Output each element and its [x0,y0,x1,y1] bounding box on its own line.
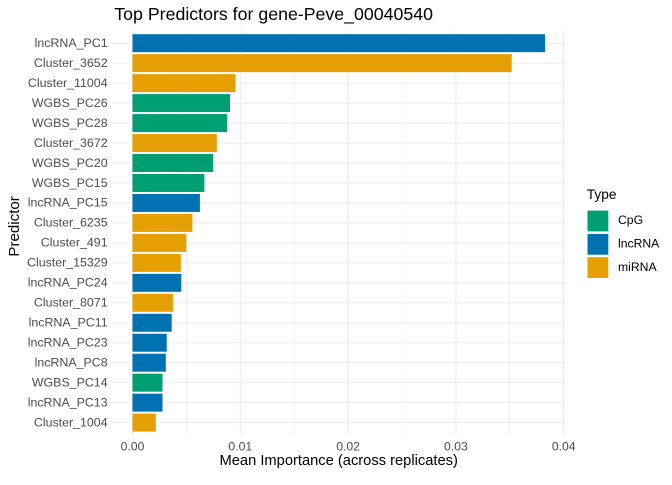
svg-text:Cluster_6235: Cluster_6235 [34,216,108,230]
svg-text:0.03: 0.03 [444,440,468,454]
svg-text:Cluster_15329: Cluster_15329 [27,256,108,270]
svg-text:0.00: 0.00 [121,440,145,454]
svg-text:Cluster_1004: Cluster_1004 [34,415,108,429]
svg-text:lncRNA_PC13: lncRNA_PC13 [28,395,108,409]
svg-text:Cluster_3652: Cluster_3652 [34,56,108,70]
svg-text:CpG: CpG [618,213,643,227]
svg-text:lncRNA_PC24: lncRNA_PC24 [28,276,108,290]
svg-text:WGBS_PC15: WGBS_PC15 [32,176,108,190]
svg-text:lncRNA_PC15: lncRNA_PC15 [28,196,108,210]
svg-text:Type: Type [587,187,617,202]
svg-text:0.02: 0.02 [336,440,360,454]
svg-text:WGBS_PC14: WGBS_PC14 [32,375,108,389]
svg-text:lncRNA_PC1: lncRNA_PC1 [35,36,108,50]
svg-text:lncRNA_PC8: lncRNA_PC8 [35,356,108,370]
svg-text:Predictor: Predictor [6,196,23,256]
svg-text:Top Predictors for gene-Peve_0: Top Predictors for gene-Peve_00040540 [114,4,433,25]
svg-text:Cluster_491: Cluster_491 [41,236,108,250]
svg-text:lncRNA_PC23: lncRNA_PC23 [28,336,108,350]
svg-text:Cluster_3672: Cluster_3672 [34,136,108,150]
svg-text:0.01: 0.01 [228,440,252,454]
svg-text:Cluster_11004: Cluster_11004 [28,76,108,90]
svg-text:miRNA: miRNA [618,260,657,274]
svg-text:WGBS_PC20: WGBS_PC20 [32,156,108,170]
svg-text:0.04: 0.04 [552,440,576,454]
svg-text:lncRNA: lncRNA [618,237,660,251]
svg-text:lncRNA_PC11: lncRNA_PC11 [29,316,108,330]
svg-text:WGBS_PC28: WGBS_PC28 [32,116,108,130]
svg-text:Cluster_8071: Cluster_8071 [34,296,108,310]
svg-text:Mean Importance (across replic: Mean Importance (across replicates) [220,453,458,469]
svg-text:WGBS_PC26: WGBS_PC26 [32,96,108,110]
